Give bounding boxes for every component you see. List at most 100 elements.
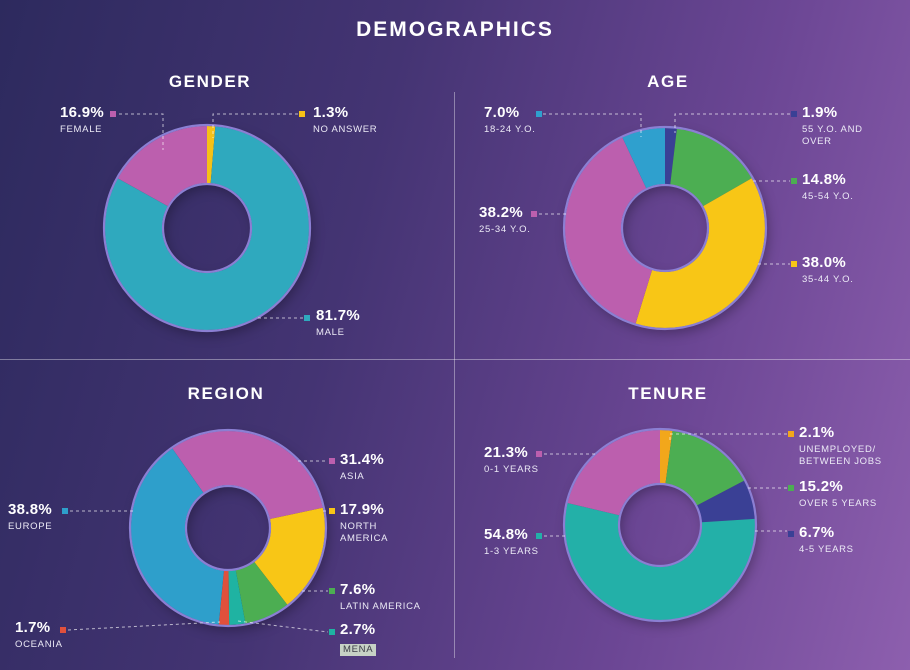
callout-25-34: 38.2% 25-34 Y.O. [479,204,531,236]
callout-value: 38.2% [479,204,524,221]
donut-inner-ring [620,183,710,273]
segment-gender-no-answer [207,126,216,184]
legend-marker-europe [62,508,68,514]
callout-18-24: 7.0% 18-24 Y.O. [484,104,536,136]
divider-vertical [454,92,455,658]
legend-marker-18-24-y-o [536,111,542,117]
segment-age-55-y-o-and-over [665,128,677,185]
callout-value: 38.0% [802,254,847,271]
callout-value: 1.7% [15,619,51,636]
callout-label: OCEANIA [15,638,63,650]
callout-35-44: 38.0% 35-44 Y.O. [802,254,854,286]
leader-line-mena [237,620,329,633]
callout-value: 2.7% [340,621,376,638]
chart-title-age: AGE [647,72,689,91]
legend-marker-north-america [329,508,335,514]
donut-outer-ring [562,427,758,623]
callout-label: 55 Y.O. AND OVER [802,123,863,148]
callout-mena: 2.7% MENA [340,621,377,657]
donut-region [130,431,326,625]
callout-label: 4-5 YEARS [799,543,854,555]
legend-marker-45-54-y-o [791,178,797,184]
legend-marker-4-5-years [788,531,794,537]
donut-tenure [565,430,756,620]
chart-title-tenure: TENURE [628,384,708,403]
callout-1-3-years: 54.8% 1-3 YEARS [484,526,539,558]
donut-inner-ring [617,482,703,568]
page-title: DEMOGRAPHICS [356,18,554,41]
callout-over-5-years: 15.2% OVER 5 YEARS [799,478,877,510]
segment-gender-male [104,126,309,331]
legend-marker-0-1-years [536,451,542,457]
segment-tenure-over-5-years [665,430,745,506]
legend-marker-male [304,315,310,321]
leader-line-unemployed-between-jobs [669,433,787,440]
segment-region-north-america [254,507,326,605]
callout-label: 25-34 Y.O. [479,223,531,235]
segment-region-europe [130,448,224,625]
callout-value: 14.8% [802,171,847,188]
callout-label: UNEMPLOYED/ BETWEEN JOBS [799,443,882,468]
donut-inner-ring [184,484,272,572]
legend-marker-unemployed-between-jobs [788,431,794,437]
callout-value: 7.6% [340,581,376,598]
segment-age-45-54-y-o [670,128,752,207]
segment-age-25-34-y-o [564,137,653,324]
segment-age-35-44-y-o [635,178,766,328]
callout-45-54: 14.8% 45-54 Y.O. [802,171,854,203]
chart-title-region: REGION [187,384,265,403]
callout-value: 1.3% [313,104,349,121]
callout-label: FEMALE [60,123,103,135]
leader-line-oceania [67,621,221,631]
segment-age-18-24-y-o [622,128,665,189]
segment-region-oceania [218,570,230,625]
donut-inner-ring [161,182,253,274]
callout-value: 81.7% [316,307,361,324]
callout-north-america: 17.9% NORTH AMERICA [340,501,388,546]
leader-line-55-y-o-and-over [674,113,790,133]
callout-label: 18-24 Y.O. [484,123,536,135]
leader-line-no-answer [212,113,298,138]
legend-marker-latin-america [329,588,335,594]
donut-gender [104,126,309,331]
legend-marker-no-answer [299,111,305,117]
callout-4-5-years: 6.7% 4-5 YEARS [799,524,854,556]
legend-marker-55-y-o-and-over [791,111,797,117]
legend-marker-35-44-y-o [791,261,797,267]
callout-value: 1.9% [802,104,838,121]
legend-marker-asia [329,458,335,464]
callout-value: 17.9% [340,501,385,518]
legend-marker-over-5-years [788,485,794,491]
donut-age [564,128,766,328]
callout-value: 54.8% [484,526,529,543]
callout-label: MALE [316,326,345,338]
callout-value: 38.8% [8,501,53,518]
callout-value: 21.3% [484,444,529,461]
callout-oceania: 1.7% OCEANIA [15,619,63,651]
callout-label: LATIN AMERICA [340,600,421,612]
callout-male: 81.7% MALE [316,307,361,339]
callout-value: 6.7% [799,524,835,541]
callout-europe: 38.8% EUROPE [8,501,53,533]
legend-marker-25-34-y-o [531,211,537,217]
leader-line-18-24-y-o [543,113,642,137]
leader-line-female [119,113,164,150]
segment-gender-female [117,126,207,207]
callout-latin-america: 7.6% LATIN AMERICA [340,581,421,613]
callout-label: 1-3 YEARS [484,545,539,557]
legend-marker-mena [329,629,335,635]
segment-region-mena [228,570,246,625]
callout-no-answer: 1.3% NO ANSWER [313,104,377,136]
callout-value: 2.1% [799,424,835,441]
callout-value: 16.9% [60,104,105,121]
chart-title-gender: GENDER [168,72,252,91]
segment-tenure-0-1-years [567,430,660,516]
callout-label: ASIA [340,470,365,482]
donut-outer-ring [128,428,328,628]
segment-tenure-4-5-years [697,480,755,523]
divider-horizontal [0,359,910,360]
callout-value: 15.2% [799,478,844,495]
donut-outer-ring [562,125,768,331]
